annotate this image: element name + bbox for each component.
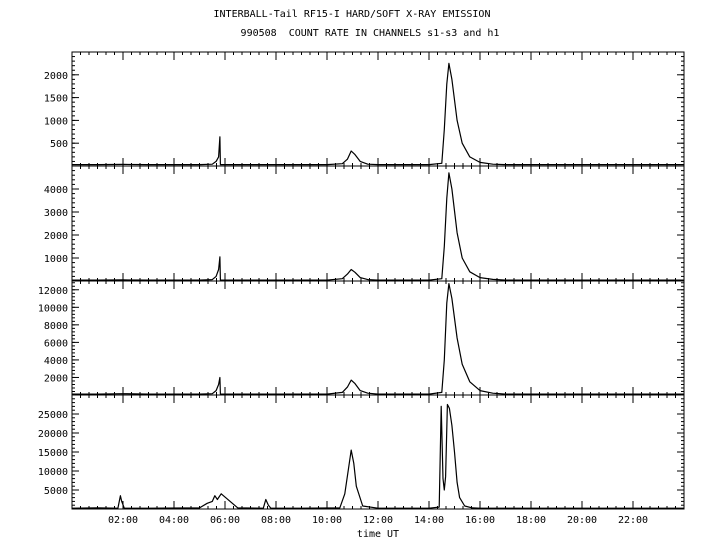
panel-2-series-line [72, 172, 684, 281]
x-axis-label: time UT [357, 529, 399, 540]
panel-4-y-tick-label: 5000 [44, 486, 68, 497]
chart-title: INTERBALL-Tail RF15-I HARD/SOFT X-RAY EM… [213, 9, 491, 20]
chart-subtitle: 990508 COUNT RATE IN CHANNELS s1-s3 and … [240, 28, 500, 39]
panel-2-y-tick-label: 4000 [44, 185, 68, 196]
panel-3-frame [71, 280, 685, 396]
panel-3-y-tick-label: 6000 [44, 338, 68, 349]
panel-2-frame [71, 165, 685, 282]
panel-4-y-tick-label: 10000 [38, 467, 68, 478]
x-tick-label: 20:00 [567, 515, 597, 526]
panel-1-series-line [72, 62, 684, 166]
panel-3-y-tick-label: 12000 [38, 286, 68, 297]
panel-1-frame [71, 51, 685, 167]
panel-3-y-tick-label: 2000 [44, 373, 68, 384]
panel-1-y-tick-label: 1000 [44, 116, 68, 127]
x-tick-label: 04:00 [159, 515, 189, 526]
panel-4-frame [71, 394, 685, 510]
panel-4-y-tick-label: 25000 [38, 410, 68, 421]
panel-1-y-tick-label: 500 [50, 139, 68, 150]
x-tick-label: 06:00 [210, 515, 240, 526]
x-tick-label: 14:00 [414, 515, 444, 526]
panel-3-y-tick-label: 4000 [44, 356, 68, 367]
panel-3-y-tick-label: 8000 [44, 321, 68, 332]
panel-1-y-tick-label: 2000 [44, 71, 68, 82]
panel-4-y-tick-label: 15000 [38, 448, 68, 459]
panel-2-y-tick-label: 1000 [44, 254, 68, 265]
x-tick-label: 08:00 [261, 515, 291, 526]
panel-4-series-line [71, 403, 684, 509]
panel-3-series-line [72, 283, 684, 395]
panel-3-y-tick-label: 10000 [38, 303, 68, 314]
x-tick-label: 18:00 [516, 515, 546, 526]
x-tick-label: 02:00 [108, 515, 138, 526]
x-tick-label: 22:00 [618, 515, 648, 526]
panel-2-y-tick-label: 3000 [44, 208, 68, 219]
panel-2-y-tick-label: 2000 [44, 231, 68, 242]
x-tick-label: 16:00 [465, 515, 495, 526]
x-tick-label: 12:00 [363, 515, 393, 526]
panel-1-y-tick-label: 1500 [44, 94, 68, 105]
panel-4-y-tick-label: 20000 [38, 429, 68, 440]
x-tick-label: 10:00 [312, 515, 342, 526]
